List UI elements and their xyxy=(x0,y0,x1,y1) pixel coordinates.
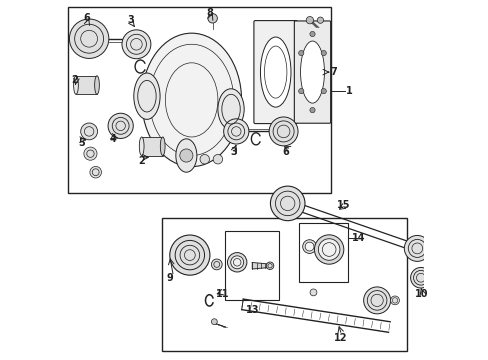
Circle shape xyxy=(314,235,343,264)
Ellipse shape xyxy=(74,76,78,94)
Ellipse shape xyxy=(300,41,324,103)
Bar xyxy=(142,137,163,156)
Circle shape xyxy=(266,262,273,270)
Ellipse shape xyxy=(139,137,144,156)
Text: 15: 15 xyxy=(336,200,349,210)
Circle shape xyxy=(298,89,303,94)
Circle shape xyxy=(69,19,109,58)
Text: 3: 3 xyxy=(127,15,134,25)
Circle shape xyxy=(230,256,243,269)
Circle shape xyxy=(223,119,248,144)
Circle shape xyxy=(200,154,209,164)
Text: 5: 5 xyxy=(78,138,84,148)
FancyBboxPatch shape xyxy=(294,21,330,123)
Circle shape xyxy=(309,108,314,113)
Ellipse shape xyxy=(176,139,197,172)
Circle shape xyxy=(227,253,246,272)
Polygon shape xyxy=(252,262,267,269)
Circle shape xyxy=(410,267,430,288)
FancyBboxPatch shape xyxy=(253,21,297,123)
Text: 8: 8 xyxy=(206,8,213,18)
Circle shape xyxy=(309,31,314,37)
Circle shape xyxy=(270,186,305,221)
Circle shape xyxy=(318,239,339,260)
Circle shape xyxy=(213,154,222,164)
Text: 4: 4 xyxy=(109,134,116,144)
Circle shape xyxy=(390,296,399,305)
Text: 12: 12 xyxy=(333,333,346,343)
Bar xyxy=(76,76,97,94)
Circle shape xyxy=(211,319,217,325)
Text: 2: 2 xyxy=(138,156,145,166)
Circle shape xyxy=(321,89,325,94)
Ellipse shape xyxy=(142,33,241,167)
Bar xyxy=(162,218,406,351)
Bar xyxy=(298,223,347,282)
Text: 13: 13 xyxy=(245,305,259,315)
Circle shape xyxy=(298,50,303,56)
Circle shape xyxy=(309,289,316,296)
Ellipse shape xyxy=(218,89,244,130)
Text: 11: 11 xyxy=(216,289,229,299)
Ellipse shape xyxy=(160,137,165,156)
Circle shape xyxy=(90,166,102,178)
Text: 14: 14 xyxy=(351,233,365,243)
Circle shape xyxy=(180,149,193,162)
Circle shape xyxy=(363,287,390,314)
Text: 6: 6 xyxy=(282,147,289,157)
Bar xyxy=(68,7,330,193)
Circle shape xyxy=(81,123,97,140)
Bar xyxy=(225,231,279,300)
Circle shape xyxy=(211,259,222,270)
Text: 10: 10 xyxy=(414,289,428,299)
Circle shape xyxy=(305,242,313,251)
Ellipse shape xyxy=(260,37,290,107)
Circle shape xyxy=(122,30,151,59)
Circle shape xyxy=(108,113,133,139)
Text: 3: 3 xyxy=(230,147,237,157)
Circle shape xyxy=(404,235,429,261)
Circle shape xyxy=(169,235,209,275)
Circle shape xyxy=(317,17,323,23)
Text: 2: 2 xyxy=(71,75,78,85)
Circle shape xyxy=(268,117,298,146)
Circle shape xyxy=(321,50,325,56)
Circle shape xyxy=(305,17,313,24)
Circle shape xyxy=(207,14,217,23)
Circle shape xyxy=(84,147,97,160)
Text: 1: 1 xyxy=(345,86,351,96)
Text: 7: 7 xyxy=(329,67,336,77)
Circle shape xyxy=(302,240,316,253)
Ellipse shape xyxy=(95,76,99,94)
Ellipse shape xyxy=(134,73,160,120)
Text: 9: 9 xyxy=(166,273,173,283)
Text: 6: 6 xyxy=(83,13,90,23)
